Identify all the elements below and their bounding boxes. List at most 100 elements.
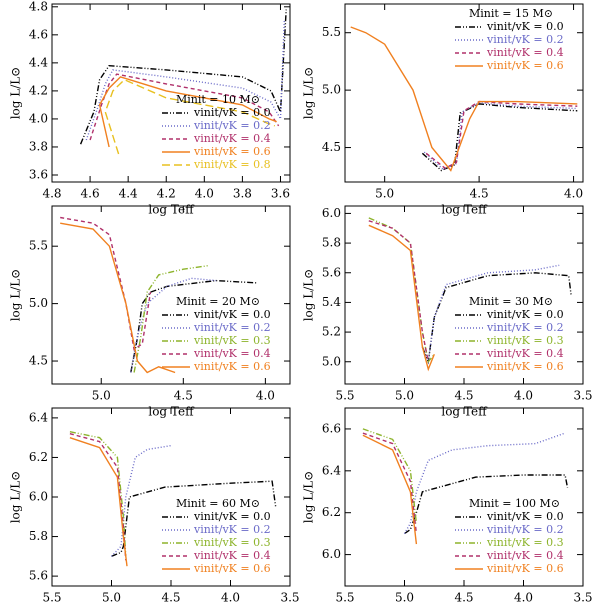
y-tick-label: 6.0 bbox=[322, 547, 341, 561]
track-line bbox=[89, 73, 280, 141]
track-line bbox=[368, 217, 435, 364]
track-line bbox=[350, 26, 578, 172]
y-tick-label: 4.6 bbox=[29, 27, 48, 41]
y-tick-label: 6.2 bbox=[322, 505, 341, 519]
legend-label: vinit/vK = 0.4 bbox=[193, 347, 271, 360]
y-tick-label: 5.0 bbox=[322, 83, 341, 97]
track-line bbox=[111, 480, 277, 557]
y-tick-label: 5.6 bbox=[322, 265, 341, 279]
plot-frame bbox=[344, 3, 584, 183]
track-line bbox=[403, 432, 566, 534]
track-line bbox=[133, 265, 208, 373]
x-tick-label: 5.5 bbox=[335, 591, 354, 603]
x-tick-label: 4.0 bbox=[221, 591, 240, 603]
x-tick-label: 5.0 bbox=[395, 591, 414, 603]
legend-label: vinit/vK = 0.6 bbox=[486, 59, 564, 72]
track-line bbox=[104, 78, 276, 155]
track-line bbox=[362, 428, 418, 524]
x-axis-label: log Teff bbox=[441, 405, 488, 419]
x-tick-label: 5.0 bbox=[395, 389, 414, 403]
x-tick-label: 5.0 bbox=[102, 591, 121, 603]
x-tick-label: 4.5 bbox=[174, 389, 193, 403]
x-tick-label: 5.0 bbox=[92, 389, 111, 403]
x-tick-label: 3.6 bbox=[271, 187, 290, 201]
x-tick-label: 3.8 bbox=[233, 187, 252, 201]
track-line bbox=[98, 76, 277, 148]
legend-label: vinit/vK = 0.0 bbox=[486, 308, 564, 321]
y-tick-label: 5.0 bbox=[322, 354, 341, 368]
track-line bbox=[130, 277, 217, 373]
track-line bbox=[362, 432, 418, 534]
track-line bbox=[69, 437, 128, 567]
track-line bbox=[404, 474, 569, 535]
legend-label: vinit/vK = 0.2 bbox=[193, 523, 271, 536]
y-tick-label: 4.2 bbox=[29, 83, 48, 97]
track-line bbox=[368, 220, 429, 362]
plot-frame bbox=[51, 3, 291, 183]
y-tick-label: 4.8 bbox=[29, 0, 48, 13]
y-tick-label: 4.4 bbox=[29, 55, 48, 69]
x-tick-label: 4.5 bbox=[470, 187, 489, 201]
y-tick-label: 4.0 bbox=[29, 111, 48, 125]
x-tick-label: 4.5 bbox=[161, 591, 180, 603]
x-tick-label: 4.0 bbox=[514, 591, 533, 603]
x-tick-label: 3.5 bbox=[280, 591, 299, 603]
y-tick-label: 5.5 bbox=[29, 239, 48, 253]
x-tick-label: 5.5 bbox=[335, 389, 354, 403]
legend-label: vinit/vK = 0.3 bbox=[486, 334, 564, 347]
x-tick-label: 4.8 bbox=[42, 187, 61, 201]
legend-label: vinit/vK = 0.6 bbox=[486, 562, 564, 575]
legend-label: vinit/vK = 0.4 bbox=[486, 347, 564, 360]
legend-label: vinit/vK = 0.0 bbox=[193, 510, 271, 523]
x-tick-label: 4.0 bbox=[195, 187, 214, 201]
legend-label: vinit/vK = 0.3 bbox=[193, 334, 271, 347]
x-tick-label: 4.0 bbox=[564, 187, 583, 201]
y-tick-label: 5.4 bbox=[322, 295, 341, 309]
y-tick-label: 5.8 bbox=[322, 236, 341, 250]
x-tick-label: 4.5 bbox=[454, 591, 473, 603]
y-tick-label: 4.5 bbox=[322, 140, 341, 154]
x-tick-label: 3.5 bbox=[573, 591, 592, 603]
legend-label: vinit/vK = 0.3 bbox=[193, 536, 271, 549]
x-tick-label: 4.2 bbox=[157, 187, 176, 201]
legend-label: vinit/vK = 0.6 bbox=[486, 360, 564, 373]
track-line bbox=[368, 224, 435, 372]
legend-label: vinit/vK = 0.0 bbox=[486, 20, 564, 33]
legend-label: vinit/vK = 0.2 bbox=[193, 321, 271, 334]
x-axis-label: log Teff bbox=[148, 203, 195, 217]
legend-label: vinit/vK = 0.0 bbox=[486, 510, 564, 523]
track-line bbox=[421, 272, 572, 365]
legend-label: vinit/vK = 0.0 bbox=[193, 308, 271, 321]
x-tick-label: 5.0 bbox=[375, 187, 394, 201]
y-tick-label: 5.2 bbox=[322, 325, 341, 339]
legend-title: Minit = 30 M⊙ bbox=[469, 295, 553, 308]
x-tick-label: 4.6 bbox=[81, 187, 100, 201]
legend-label: vinit/vK = 0.8 bbox=[193, 158, 271, 171]
legend-title: Minit = 15 M⊙ bbox=[469, 7, 553, 20]
legend-title: Minit = 100 M⊙ bbox=[469, 497, 560, 510]
legend-label: vinit/vK = 0.2 bbox=[486, 33, 564, 46]
legend-label: vinit/vK = 0.4 bbox=[486, 46, 564, 59]
x-tick-label: 4.0 bbox=[256, 389, 275, 403]
y-tick-label: 6.4 bbox=[29, 410, 48, 424]
y-tick-label: 3.6 bbox=[29, 167, 48, 181]
legend-label: vinit/vK = 0.0 bbox=[193, 106, 271, 119]
y-tick-label: 5.8 bbox=[29, 529, 48, 543]
y-tick-label: 6.6 bbox=[322, 421, 341, 435]
legend-title: Minit = 10 M⊙ bbox=[176, 93, 260, 106]
y-axis-label: log L/L⊙ bbox=[9, 269, 23, 322]
y-tick-label: 5.6 bbox=[29, 569, 48, 583]
track-line bbox=[69, 431, 127, 557]
x-axis-label: log Teff bbox=[441, 203, 488, 217]
track-line bbox=[85, 20, 285, 141]
track-line bbox=[60, 222, 176, 374]
x-tick-label: 3.5 bbox=[573, 389, 592, 403]
x-axis-label: log Teff bbox=[148, 405, 195, 419]
y-axis-label: log L/L⊙ bbox=[302, 269, 316, 322]
legend-label: vinit/vK = 0.6 bbox=[193, 360, 271, 373]
track-line bbox=[425, 100, 578, 170]
legend-label: vinit/vK = 0.4 bbox=[193, 132, 271, 145]
legend-title: Minit = 20 M⊙ bbox=[176, 295, 260, 308]
